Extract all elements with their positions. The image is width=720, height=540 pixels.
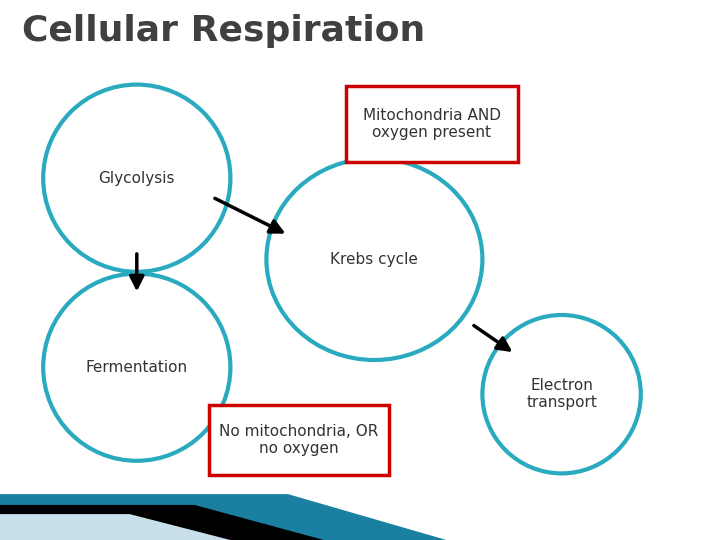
Text: Cellular Respiration: Cellular Respiration bbox=[22, 14, 425, 48]
Text: Fermentation: Fermentation bbox=[86, 360, 188, 375]
Text: Glycolysis: Glycolysis bbox=[99, 171, 175, 186]
FancyBboxPatch shape bbox=[209, 405, 389, 475]
FancyBboxPatch shape bbox=[346, 86, 518, 162]
Ellipse shape bbox=[482, 315, 641, 474]
Text: Electron
transport: Electron transport bbox=[526, 378, 597, 410]
Ellipse shape bbox=[43, 85, 230, 272]
Text: No mitochondria, OR
no oxygen: No mitochondria, OR no oxygen bbox=[219, 424, 379, 456]
Text: Mitochondria AND
oxygen present: Mitochondria AND oxygen present bbox=[363, 108, 501, 140]
Polygon shape bbox=[0, 494, 446, 540]
Polygon shape bbox=[0, 505, 324, 540]
Polygon shape bbox=[0, 514, 230, 540]
Text: Krebs cycle: Krebs cycle bbox=[330, 252, 418, 267]
Ellipse shape bbox=[43, 274, 230, 461]
Ellipse shape bbox=[266, 158, 482, 360]
